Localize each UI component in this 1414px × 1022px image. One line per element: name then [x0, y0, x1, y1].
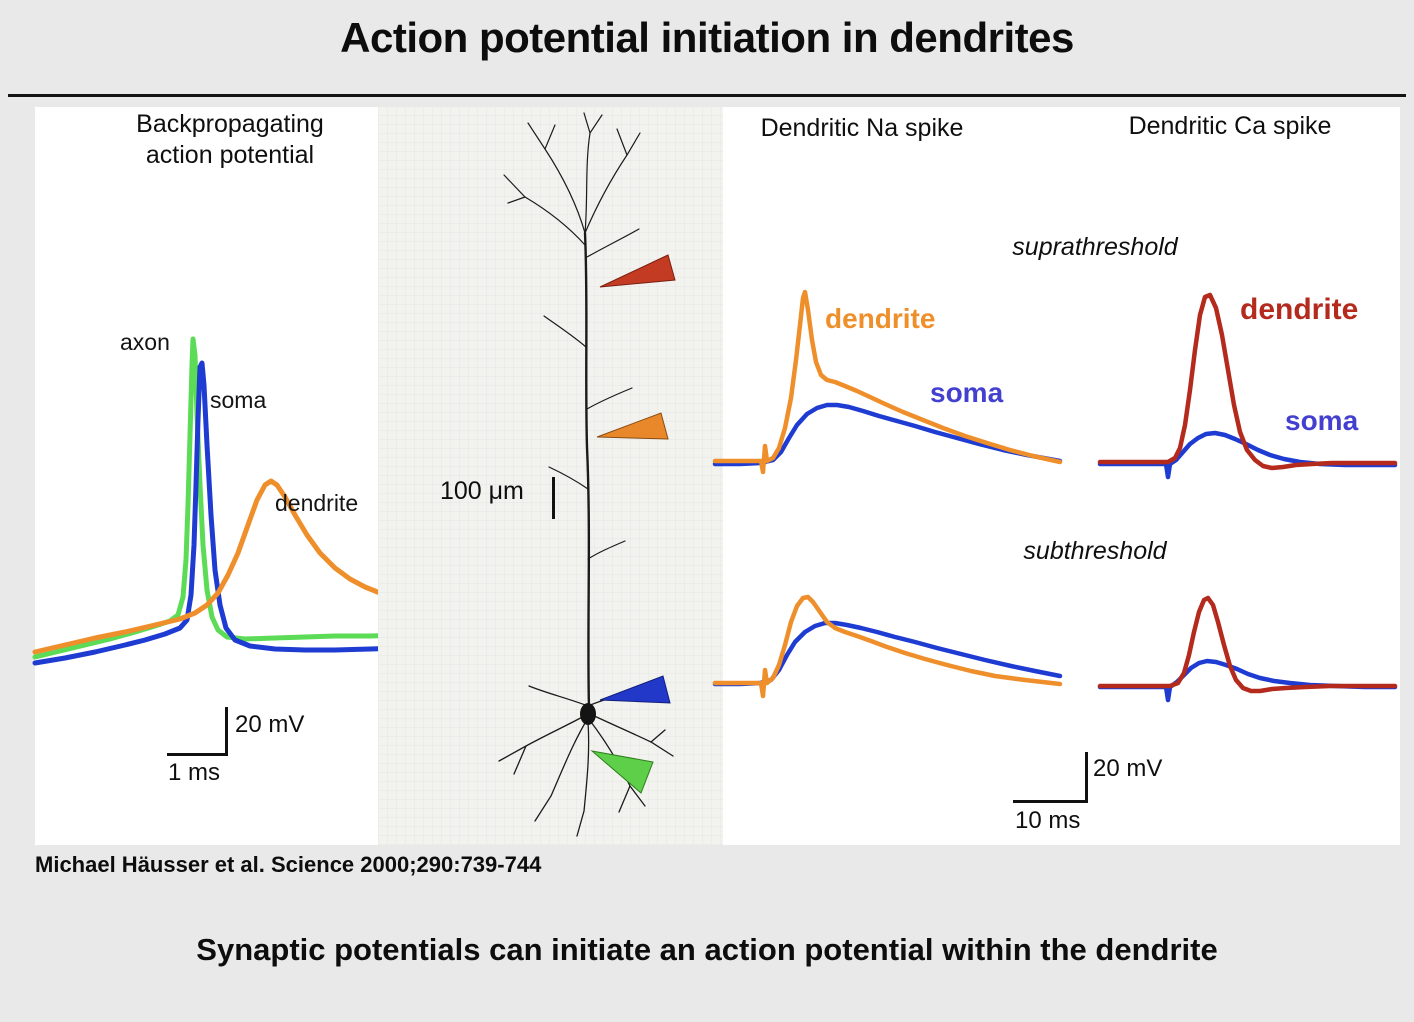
figure-panel: Backpropagating action potential axon so…	[32, 107, 1400, 845]
right-scale-time-label: 10 ms	[1015, 807, 1081, 834]
morphology-panel: 100 μm	[378, 107, 723, 845]
na-soma-label: soma	[930, 377, 1004, 408]
distal-dendrite-electrode-icon	[599, 254, 676, 288]
subthreshold-label: subthreshold	[1023, 537, 1167, 565]
citation: Michael Häusser et al. Science 2000;290:…	[35, 852, 542, 877]
right-scale-bar	[1013, 752, 1088, 803]
ca-subthreshold-chart	[1097, 595, 1398, 703]
left-panel-title: Backpropagating action potential	[80, 109, 380, 170]
left-scale-time-label: 1 ms	[168, 759, 221, 786]
slide-title: Action potential initiation in dendrites	[340, 14, 1074, 61]
left-panel-title-line2: action potential	[145, 140, 315, 169]
ca-panel-title: Dendritic Ca spike	[1128, 112, 1332, 140]
ca-supra-soma-trace	[1097, 430, 1398, 480]
ca-sub-dendrite-trace	[1097, 595, 1398, 694]
soma-body	[580, 703, 596, 725]
axon-trace-label: axon	[120, 329, 170, 355]
na-dendrite-label: dendrite	[825, 303, 936, 334]
ca-soma-label: soma	[1285, 405, 1359, 436]
dendrite-trace-label: dendrite	[275, 490, 359, 516]
ca-suprathreshold-chart	[1097, 292, 1398, 480]
na-sub-dendrite-trace	[712, 594, 1063, 699]
left-panel-title-line1: Backpropagating	[136, 110, 324, 138]
neuron-dendritic-tree	[498, 112, 674, 837]
ca-supra-dendrite-trace	[1097, 292, 1398, 471]
left-scale-voltage-label: 20 mV	[235, 711, 305, 738]
axon-electrode-icon	[590, 750, 654, 794]
neuron-morphology-drawing	[498, 112, 676, 837]
na-supra-dendrite-trace	[712, 289, 1063, 475]
soma-electrode-icon	[599, 675, 671, 704]
na-panel-title: Dendritic Na spike	[760, 114, 964, 142]
ca-sub-soma-trace	[1097, 658, 1398, 703]
na-supra-soma-trace	[712, 402, 1063, 467]
ca-dendrite-label: dendrite	[1240, 293, 1359, 326]
na-subthreshold-chart	[712, 594, 1063, 699]
backpropagating-chart	[32, 336, 408, 666]
suprathreshold-label: suprathreshold	[1012, 233, 1178, 261]
morphology-scale-label: 100 μm	[440, 477, 524, 505]
backpropagating-dendrite-trace	[32, 478, 408, 655]
mid-dendrite-electrode-icon	[596, 412, 669, 440]
soma-trace-label: soma	[210, 387, 267, 413]
right-scale-voltage-label: 20 mV	[1093, 755, 1163, 782]
na-suprathreshold-chart	[712, 289, 1063, 475]
backpropagating-soma-trace	[32, 360, 408, 666]
morphology-scale-bar	[552, 477, 555, 519]
takeaway-statement: Synaptic potentials can initiate an acti…	[196, 932, 1218, 967]
title-divider	[8, 94, 1406, 97]
left-scale-bar	[167, 707, 228, 756]
